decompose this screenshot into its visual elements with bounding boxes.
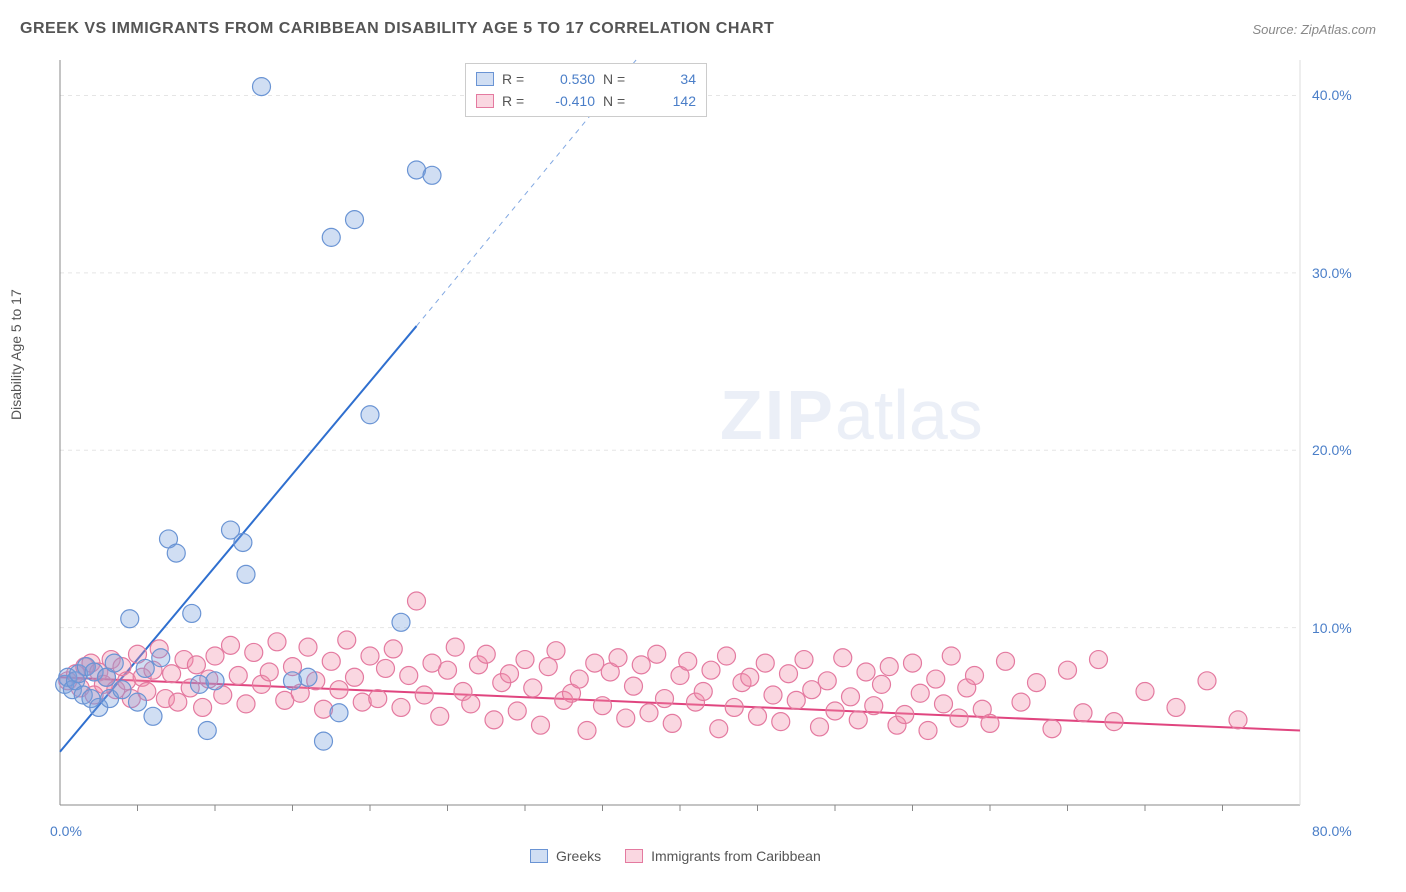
correlation-legend: R = 0.530 N = 34 R = -0.410 N = 142: [465, 63, 707, 117]
legend-row-caribbean: R = -0.410 N = 142: [476, 90, 696, 112]
swatch-caribbean: [476, 94, 494, 108]
n-value-caribbean: 142: [641, 90, 696, 112]
legend-item-greeks: Greeks: [530, 848, 601, 864]
r-value-greeks: 0.530: [540, 68, 595, 90]
n-label: N =: [603, 90, 633, 112]
x-tick-label: 80.0%: [1312, 823, 1352, 839]
x-tick-label: 0.0%: [50, 823, 82, 839]
plot-area: ZIPatlas R = 0.530 N = 34 R = -0.410 N =…: [50, 55, 1370, 835]
legend-label-greeks: Greeks: [556, 848, 601, 864]
r-value-caribbean: -0.410: [540, 90, 595, 112]
series-legend: Greeks Immigrants from Caribbean: [530, 848, 821, 864]
n-label: N =: [603, 68, 633, 90]
swatch-caribbean-bottom: [625, 849, 643, 863]
scatter-chart: [50, 55, 1370, 835]
legend-label-caribbean: Immigrants from Caribbean: [651, 848, 821, 864]
swatch-greeks-bottom: [530, 849, 548, 863]
y-axis-label: Disability Age 5 to 17: [8, 289, 24, 420]
r-label: R =: [502, 90, 532, 112]
y-tick-label: 20.0%: [1312, 442, 1352, 458]
legend-item-caribbean: Immigrants from Caribbean: [625, 848, 821, 864]
source-attribution: Source: ZipAtlas.com: [1252, 22, 1376, 37]
y-tick-label: 30.0%: [1312, 265, 1352, 281]
r-label: R =: [502, 68, 532, 90]
legend-row-greeks: R = 0.530 N = 34: [476, 68, 696, 90]
swatch-greeks: [476, 72, 494, 86]
y-tick-label: 10.0%: [1312, 620, 1352, 636]
n-value-greeks: 34: [641, 68, 696, 90]
chart-title: GREEK VS IMMIGRANTS FROM CARIBBEAN DISAB…: [20, 20, 774, 38]
y-tick-label: 40.0%: [1312, 87, 1352, 103]
